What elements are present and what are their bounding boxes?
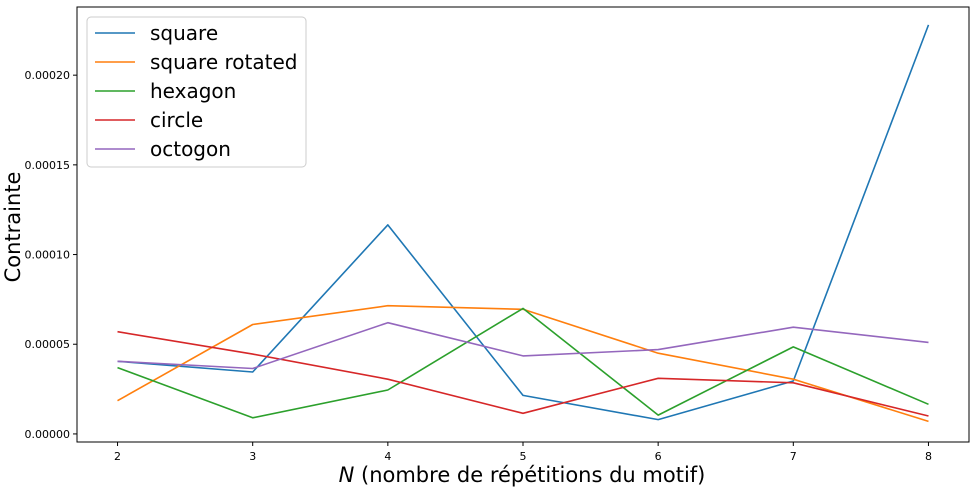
series-line-square	[117, 24, 930, 421]
legend-box	[86, 16, 307, 168]
series-line-octogon	[117, 321, 929, 370]
legend-entry-label: square	[150, 21, 218, 45]
series-line-circle	[117, 330, 929, 417]
y-tick-label: 0.00000	[25, 428, 71, 441]
x-tick-label: 3	[249, 450, 256, 463]
y-tick-label: 0.00005	[25, 338, 71, 351]
y-tick-label: 0.00015	[25, 159, 71, 172]
x-tick-label: 7	[790, 450, 797, 463]
axis-ticks: 2 3 4 5 6 7 8 0.00000 0.00005 0.00010 0.00015 0.000…	[25, 69, 932, 463]
x-tick-label: 6	[655, 450, 662, 463]
x-tick-label: 2	[114, 450, 121, 463]
legend-entry-label: hexagon	[150, 79, 236, 103]
y-axis-title: Contrainte	[1, 172, 25, 283]
series-line-hexagon	[117, 307, 929, 419]
legend-entry-label: octogon	[150, 137, 231, 161]
y-tick-label: 0.00010	[25, 249, 71, 262]
series-lines	[117, 24, 930, 423]
x-axis-description: (nombre de répétitions du motif)	[354, 463, 705, 487]
x-tick-label: 5	[520, 450, 527, 463]
x-tick-label: 4	[384, 450, 391, 463]
x-tick-label: 8	[925, 450, 932, 463]
legend-entry-label: circle	[150, 108, 203, 132]
x-axis-title: N (nombre de répétitions du motif)	[339, 463, 706, 487]
legend-entry-label: square rotated	[150, 50, 297, 74]
legend: square square rotated hexagon circle octogon	[86, 16, 307, 168]
y-tick-label: 0.00020	[25, 69, 71, 82]
x-axis-variable: N	[339, 463, 355, 487]
